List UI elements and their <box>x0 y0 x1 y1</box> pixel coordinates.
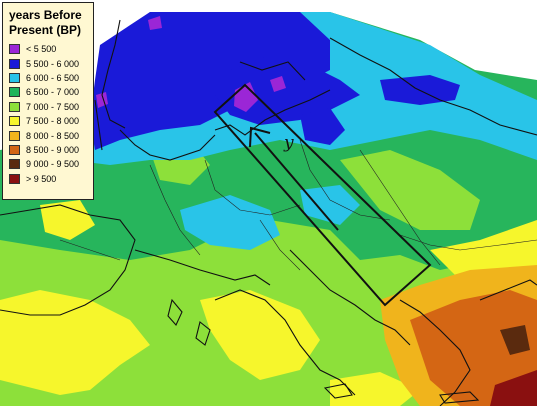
arrow-head <box>249 126 271 148</box>
arrow-shaft <box>254 132 339 231</box>
legend-label: < 5 500 <box>26 44 57 55</box>
legend-swatch <box>9 58 20 69</box>
direction-arrow-box <box>213 83 432 307</box>
legend-label: 9 000 - 9 500 <box>26 159 80 170</box>
legend-item: < 5 500 <box>9 42 89 56</box>
region-6000-6500-b <box>180 195 280 250</box>
region-7500-8000-e <box>330 372 420 406</box>
region-5500-6000 <box>90 12 330 150</box>
region-under-5500-d <box>270 76 286 92</box>
legend-swatch <box>9 44 20 55</box>
legend-swatch <box>9 130 20 141</box>
legend-label: 8 000 - 8 500 <box>26 130 80 141</box>
legend-swatch <box>9 116 20 127</box>
legend-item: 8 000 - 8 500 <box>9 128 89 142</box>
region-7000-7500-b <box>340 150 480 230</box>
legend-swatch <box>9 87 20 98</box>
region-5500-6000-b <box>215 55 360 125</box>
legend-item: 8 500 - 9 000 <box>9 143 89 157</box>
region-9000-9500 <box>500 325 530 355</box>
legend-label: 6 500 - 7 000 <box>26 87 80 98</box>
arrow-label: y <box>284 133 294 153</box>
country-borders <box>59 139 537 271</box>
region-7500-8000 <box>0 290 150 395</box>
legend-item: 6 000 - 6 500 <box>9 71 89 85</box>
legend-item: > 9 500 <box>9 172 89 186</box>
map-legend: years Before Present (BP) < 5 500 5 500 -… <box>2 2 94 200</box>
legend-swatch <box>9 173 20 184</box>
legend-item: 7 500 - 8 000 <box>9 114 89 128</box>
legend-title: years Before Present (BP) <box>9 8 89 38</box>
legend-label: 7 500 - 8 000 <box>26 116 80 127</box>
legend-label: 6 000 - 6 500 <box>26 72 80 83</box>
legend-label: 5 500 - 6 000 <box>26 58 80 69</box>
legend-item: 6 500 - 7 000 <box>9 85 89 99</box>
region-under-5500-c <box>148 16 162 30</box>
legend-label: > 9 500 <box>26 173 57 184</box>
legend-swatch <box>9 144 20 155</box>
legend-title-line2: Present (BP) <box>9 23 82 37</box>
region-7500-8000-d <box>40 200 95 240</box>
legend-swatch <box>9 159 20 170</box>
legend-item: 9 000 - 9 500 <box>9 157 89 171</box>
legend-item: 5 500 - 6 000 <box>9 56 89 70</box>
legend-swatch <box>9 101 20 112</box>
region-8500-9000 <box>410 290 537 406</box>
region-7500-8000-b <box>200 290 320 380</box>
legend-label: 8 500 - 9 000 <box>26 144 80 155</box>
legend-item: 7 000 - 7 500 <box>9 100 89 114</box>
legend-title-line1: years Before <box>9 8 82 22</box>
legend-items: < 5 500 5 500 - 6 000 6 000 - 6 500 6 500 -… <box>9 42 89 186</box>
region-over-9500 <box>490 370 537 406</box>
legend-swatch <box>9 72 20 83</box>
region-5500-6000-d <box>300 108 345 145</box>
migration-corridor-box <box>213 83 432 307</box>
region-6000-6500-c <box>300 185 360 225</box>
legend-label: 7 000 - 7 500 <box>26 101 80 112</box>
coastlines <box>0 19 537 406</box>
